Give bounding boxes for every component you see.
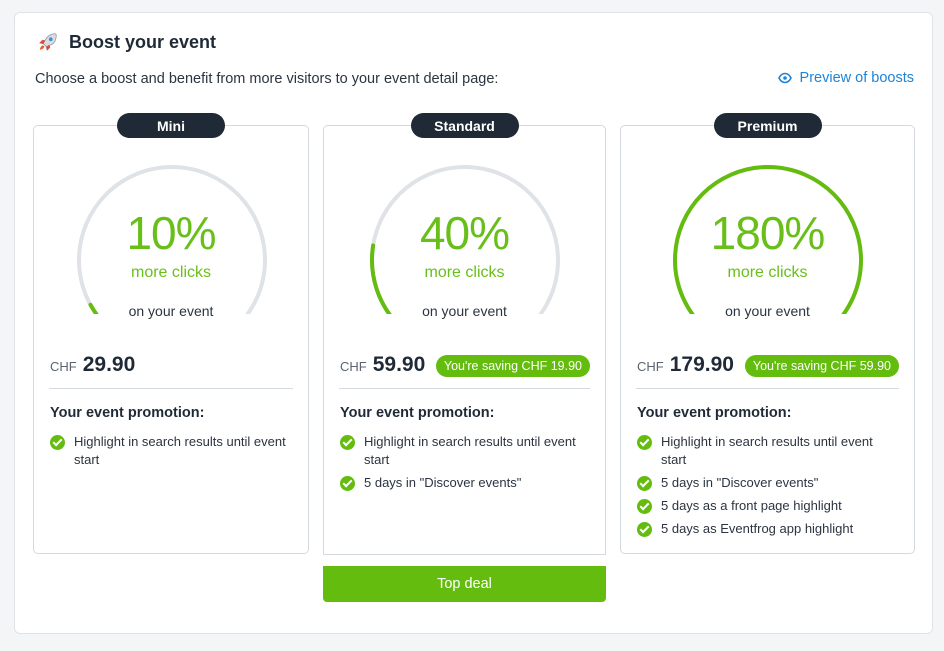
feature-item: Highlight in search results until event … [637, 433, 900, 469]
check-icon [637, 435, 652, 450]
on-event-label: on your event [128, 303, 214, 319]
page-subtitle: Choose a boost and benefit from more vis… [35, 71, 499, 87]
feature-text: 5 days as Eventfrog app highlight [661, 521, 854, 536]
clicks-percent: 180% [710, 207, 826, 259]
plan-price: CHF 59.90 [340, 353, 425, 377]
plan-price: CHF 29.90 [50, 353, 135, 377]
price-amount: 29.90 [82, 353, 136, 376]
more-clicks-label: more clicks [130, 264, 211, 281]
price-amount: 179.90 [669, 353, 734, 376]
feature-text: Highlight in search results until event … [364, 434, 576, 467]
feature-list: Highlight in search results until event … [50, 433, 294, 474]
feature-text: 5 days as a front page highlight [661, 498, 842, 513]
on-event-label: on your event [725, 303, 810, 319]
plan-badge: Premium [713, 113, 822, 138]
feature-text: 5 days in "Discover events" [364, 475, 522, 490]
page-title: Boost your event [69, 31, 217, 52]
preview-boosts-label: Preview of boosts [799, 70, 914, 86]
check-icon [50, 435, 65, 450]
gauge-fill [88, 302, 99, 314]
gauge-track [77, 165, 267, 314]
promotion-heading: Your event promotion: [50, 405, 205, 421]
on-event-label: on your event [422, 303, 507, 319]
rocket-icon [39, 33, 57, 51]
check-icon [637, 499, 652, 514]
promotion-heading: Your event promotion: [637, 405, 792, 421]
eye-icon [777, 72, 792, 84]
boost-gauge [77, 165, 267, 314]
price-currency: CHF [340, 359, 367, 374]
feature-item: 5 days as Eventfrog app highlight [637, 520, 900, 538]
price-currency: CHF [637, 359, 664, 374]
divider [636, 388, 899, 389]
more-clicks-label: more clicks [727, 264, 808, 281]
plan-card-standard[interactable]: Standard 40% more clicks on your event C… [323, 113, 606, 555]
top-deal-banner: Top deal [323, 566, 606, 602]
gauge-fill [370, 243, 392, 314]
feature-item: 5 days in "Discover events" [637, 474, 900, 492]
divider [339, 388, 590, 389]
panel-header: Boost your event [37, 31, 216, 53]
check-icon [340, 435, 355, 450]
clicks-percent: 10% [126, 207, 216, 259]
boost-gauge [370, 165, 560, 314]
feature-text: Highlight in search results until event … [661, 434, 873, 467]
plan-card-premium[interactable]: Premium 180% more clicks on your event C… [620, 113, 915, 554]
price-amount: 59.90 [372, 353, 426, 376]
promotion-heading: Your event promotion: [340, 405, 495, 421]
plan-badge: Mini [117, 113, 225, 138]
feature-item: Highlight in search results until event … [50, 433, 294, 469]
gauge-fill [673, 165, 863, 314]
feature-item: Highlight in search results until event … [340, 433, 591, 469]
preview-boosts-link[interactable]: Preview of boosts [777, 70, 914, 86]
boost-gauge [673, 165, 863, 314]
saving-badge: You're saving CHF 59.90 [744, 355, 899, 377]
feature-item: 5 days in "Discover events" [340, 474, 591, 492]
divider [49, 388, 293, 389]
feature-text: Highlight in search results until event … [74, 434, 286, 467]
feature-list: Highlight in search results until event … [340, 433, 591, 497]
plan-badge: Standard [410, 113, 519, 138]
price-currency: CHF [50, 359, 77, 374]
check-icon [637, 522, 652, 537]
saving-badge: You're saving CHF 19.90 [435, 355, 590, 377]
feature-text: 5 days in "Discover events" [661, 475, 819, 490]
plan-price: CHF 179.90 [637, 353, 734, 377]
feature-item: 5 days as a front page highlight [637, 497, 900, 515]
check-icon [637, 476, 652, 491]
plan-card-mini[interactable]: Mini 10% more clicks on your event CHF 2… [33, 113, 309, 554]
feature-list: Highlight in search results until event … [637, 433, 900, 543]
check-icon [340, 476, 355, 491]
clicks-percent: 40% [419, 207, 510, 259]
more-clicks-label: more clicks [424, 264, 505, 281]
